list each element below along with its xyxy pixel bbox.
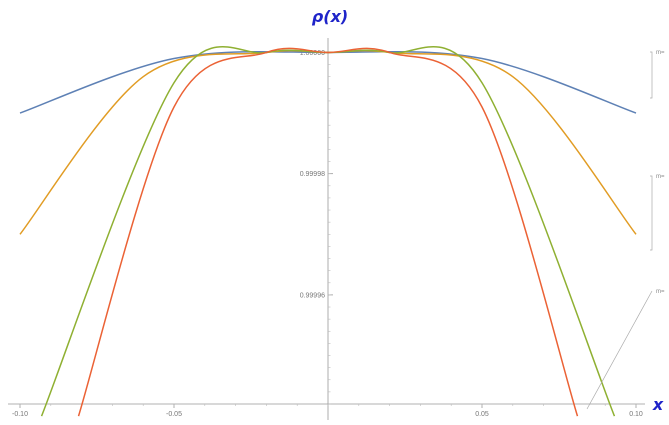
series: [19, 46, 637, 417]
ticks: -0.10 -0.05 0.05 0.10 1.00000 0.99998 0.99996: [12, 50, 643, 418]
y-tick-label: 0.99996: [300, 292, 325, 299]
callouts: m= m= m=: [586, 50, 665, 410]
callout-bracket: [650, 175, 653, 251]
series-line-4: [77, 47, 579, 417]
callout-bracket: [650, 51, 653, 99]
callout-label: m=: [656, 50, 665, 56]
x-tick-label: -0.05: [166, 411, 182, 418]
y-tick-label: 0.99998: [300, 171, 325, 178]
y-axis-title: ρ(x): [312, 7, 348, 26]
x-tick-label: 0.05: [475, 411, 489, 418]
y-tick-label: 1.00000: [300, 50, 325, 57]
x-tick-label: 0.10: [629, 411, 643, 418]
callout-label: m=: [656, 289, 665, 295]
callout-label: m=: [656, 174, 665, 180]
x-tick-label: -0.10: [12, 411, 28, 418]
x-axis-title: x: [652, 395, 664, 414]
axes: [8, 38, 645, 420]
callout-leader: [586, 290, 653, 410]
